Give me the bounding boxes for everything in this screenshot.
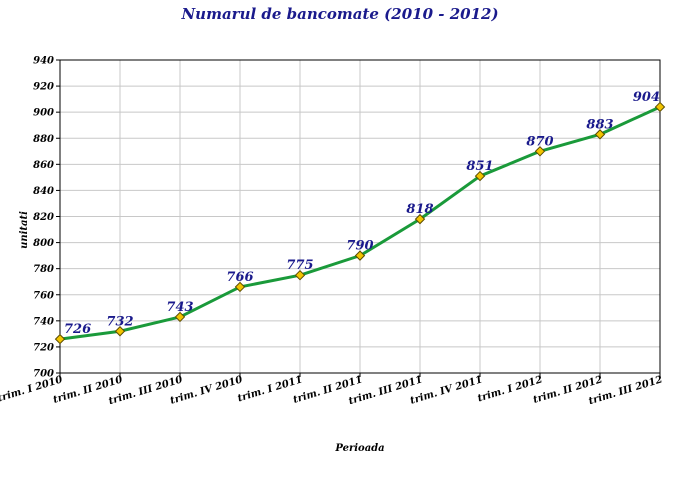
data-label: 775 (286, 258, 313, 273)
y-tick-label: 800 (33, 238, 54, 249)
data-label: 818 (406, 202, 433, 217)
data-point-marker (54, 333, 66, 345)
data-point-marker (414, 213, 426, 225)
series-layer (54, 101, 666, 345)
grid-layer (59, 59, 661, 374)
data-label: 851 (466, 159, 493, 174)
y-tick-label: 880 (33, 134, 54, 145)
y-axis-label: unitati (19, 211, 30, 249)
data-point-marker (114, 326, 126, 337)
y-tick-label: 700 (33, 369, 54, 380)
chart-title: Numarul de bancomate (2010 - 2012) (180, 5, 498, 23)
y-tick-label: 740 (33, 316, 54, 327)
data-label: 790 (346, 239, 373, 254)
data-point-marker (354, 250, 366, 261)
y-tick-label: 940 (33, 56, 54, 67)
y-tick-label: 840 (33, 186, 54, 197)
data-point-marker (474, 170, 486, 182)
data-point-marker (654, 101, 666, 113)
y-tick-label: 720 (33, 342, 54, 353)
y-axis-ticks: 700 720 740 760 780 800 820 840 860 880 900 920 940 (33, 56, 60, 380)
data-point-marker (534, 146, 546, 157)
data-point-marker (234, 281, 246, 293)
y-tick-label: 920 (33, 82, 54, 93)
y-tick-label: 820 (33, 212, 54, 223)
y-tick-label: 860 (33, 160, 54, 171)
data-label: 883 (586, 117, 613, 132)
data-label: 904 (633, 90, 660, 105)
y-tick-label: 780 (33, 264, 54, 275)
y-tick-label: 900 (33, 108, 54, 119)
data-point-marker (594, 129, 606, 140)
data-labels: 726 732 743 766 775 790 818 851 870 883 904 (64, 90, 660, 337)
y-tick-label: 760 (33, 290, 54, 301)
data-label: 870 (526, 134, 553, 149)
data-label: 743 (166, 300, 193, 315)
x-axis-label: Perioada (334, 443, 384, 454)
data-label: 766 (226, 270, 253, 285)
data-label: 726 (64, 322, 91, 337)
data-point-marker (294, 269, 306, 281)
data-label: 732 (106, 314, 133, 329)
data-point-marker (174, 311, 186, 323)
